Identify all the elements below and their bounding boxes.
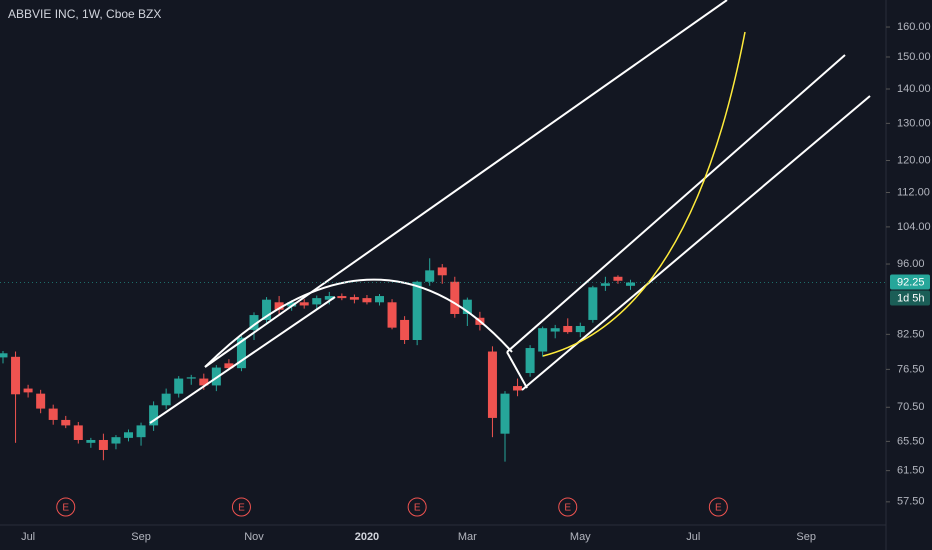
x-tick-label: Sep — [796, 531, 816, 543]
candle-body — [588, 287, 598, 320]
candle-body — [437, 267, 447, 276]
y-tick-label: 130.00 — [897, 117, 931, 129]
candle-body — [362, 298, 372, 303]
candle-body — [0, 353, 8, 358]
candle-body — [274, 302, 284, 310]
x-tick-label: Sep — [131, 531, 151, 543]
candle-body — [563, 325, 573, 333]
candle-body — [324, 296, 334, 300]
candle-body — [48, 408, 58, 420]
trend-line — [204, 0, 728, 368]
candle-body — [626, 282, 635, 286]
candle-body — [199, 378, 209, 386]
earnings-marker — [708, 497, 728, 517]
drawings — [149, 0, 871, 424]
y-tick-label: 96.00 — [897, 258, 925, 270]
candle-body — [86, 439, 96, 443]
x-tick-label: Jul — [686, 531, 700, 543]
candle-body — [550, 328, 560, 332]
trend-line — [506, 54, 846, 353]
candle-body — [337, 296, 347, 299]
candle-body — [98, 439, 108, 450]
candle-body — [11, 356, 21, 395]
y-tick-label: 160.00 — [897, 21, 931, 33]
x-tick-label: May — [570, 531, 591, 543]
x-tick-label: Jul — [21, 531, 35, 543]
candle-body — [450, 281, 460, 314]
earnings-label: E — [238, 503, 245, 514]
candle-body — [174, 378, 184, 394]
y-tick-label: 150.00 — [897, 51, 931, 63]
candle-body — [186, 377, 196, 379]
earnings-label: E — [62, 503, 69, 514]
candle-body — [299, 302, 309, 306]
candle-body — [400, 319, 410, 341]
candle-body — [312, 298, 322, 305]
candle-body — [287, 302, 297, 307]
candle-body — [538, 328, 548, 352]
last-price-box — [890, 274, 930, 290]
y-tick-label: 76.50 — [897, 363, 925, 375]
y-tick-label: 70.50 — [897, 401, 925, 413]
candle-body — [224, 363, 234, 369]
candle-body — [124, 432, 133, 438]
candle-body — [513, 386, 523, 391]
earnings-marker — [56, 497, 76, 517]
earnings-label: E — [715, 503, 722, 514]
candle-body — [161, 393, 171, 406]
y-tick-label: 57.50 — [897, 496, 925, 508]
candle-body — [23, 388, 33, 393]
candle-body — [36, 393, 46, 409]
countdown-box — [890, 290, 930, 306]
earnings-marker — [558, 497, 578, 517]
candle-body — [613, 276, 623, 281]
candle-body — [349, 297, 359, 300]
candle-body — [425, 270, 435, 282]
candle-body — [262, 299, 272, 320]
x-tick-label: Nov — [244, 531, 264, 543]
earnings-label: E — [414, 503, 421, 514]
y-tick-label: 140.00 — [897, 83, 931, 95]
candle-body — [149, 405, 159, 426]
candle-body — [61, 419, 71, 426]
candle-body — [412, 281, 422, 341]
earnings-marker — [231, 497, 251, 517]
candle-body — [600, 283, 610, 286]
x-tick-label: 2020 — [355, 531, 379, 543]
trend-line — [506, 351, 528, 389]
candle-body — [136, 425, 146, 438]
curve — [542, 31, 746, 357]
y-tick-label: 112.00 — [897, 186, 930, 198]
candle-body — [249, 315, 259, 330]
y-tick-label: 65.50 — [897, 435, 925, 447]
earnings-marker — [407, 497, 427, 517]
candle-body — [375, 296, 384, 303]
arc — [204, 278, 513, 368]
chart-title: ABBVIE INC, 1W, Cboe BZX — [8, 7, 161, 21]
candle-body — [387, 302, 397, 328]
candles — [0, 258, 635, 462]
y-tick-label: 104.00 — [897, 221, 931, 233]
candle-body — [236, 337, 246, 369]
y-tick-label: 120.00 — [897, 154, 931, 166]
candle-body — [525, 348, 535, 374]
x-tick-label: Mar — [458, 531, 477, 543]
candle-body — [111, 437, 121, 444]
trend-line — [149, 296, 336, 424]
y-tick-label: 82.50 — [897, 328, 925, 340]
candle-body — [487, 351, 497, 418]
earnings-label: E — [564, 503, 571, 514]
candle-body — [462, 299, 472, 314]
countdown-label: 1d 5h — [897, 292, 925, 304]
last-price-label: 92.25 — [897, 276, 925, 288]
candle-body — [575, 325, 585, 333]
y-tick-label: 61.50 — [897, 465, 925, 477]
candle-body — [500, 393, 510, 434]
candle-body — [211, 367, 221, 386]
candle-body — [73, 425, 83, 440]
